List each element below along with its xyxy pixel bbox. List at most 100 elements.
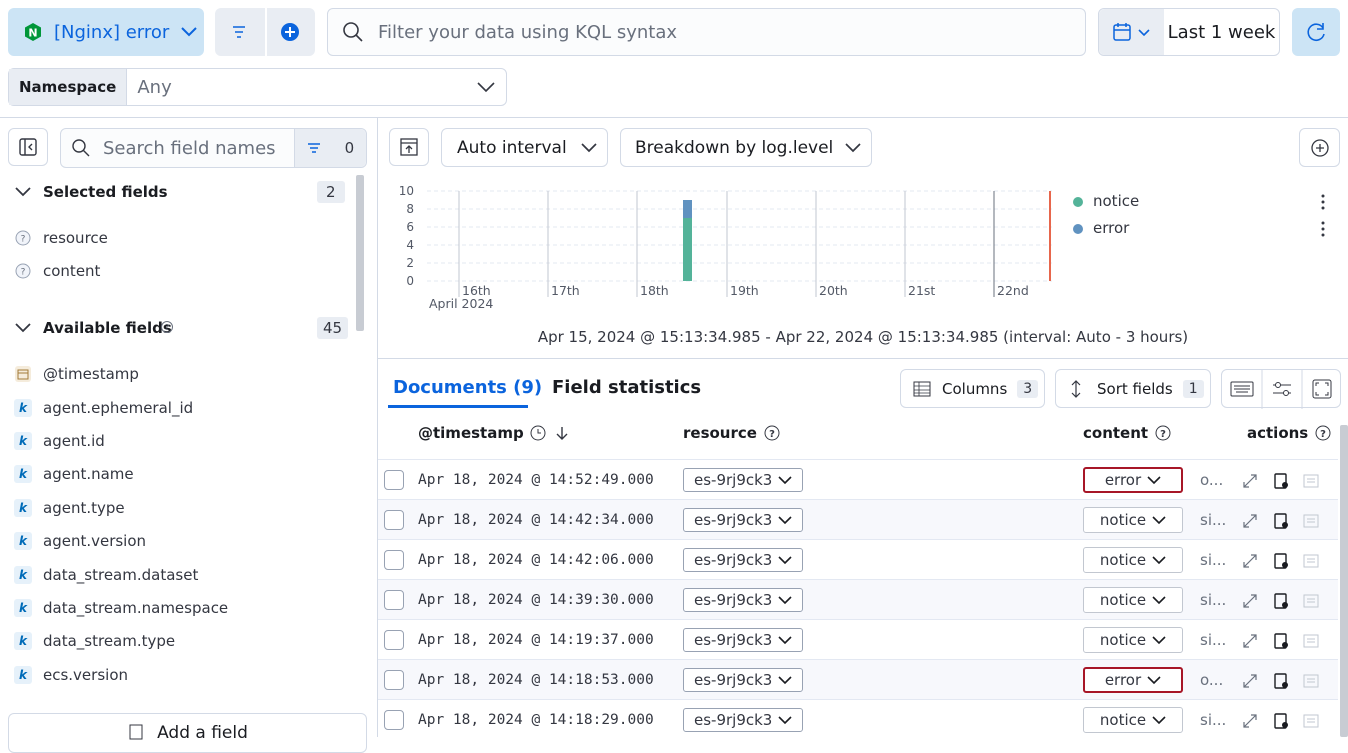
x-tick-label: 16th [462, 283, 491, 298]
row-actions[interactable] [1242, 671, 1322, 691]
timestamp-cell: Apr 18, 2024 @ 14:52:49.000 [418, 472, 654, 488]
timestamp-cell: Apr 18, 2024 @ 14:42:34.000 [418, 512, 654, 528]
level-badge[interactable]: notice [1083, 627, 1183, 653]
field-name: data_stream.dataset [43, 565, 199, 584]
refresh-button[interactable] [1292, 8, 1340, 56]
resource-value: es-9rj9ck3 [694, 711, 773, 729]
column-title: @timestamp [418, 424, 524, 442]
interval-select[interactable]: Auto interval [441, 128, 608, 167]
field-item[interactable]: k ecs.version [14, 665, 128, 685]
row-actions[interactable] [1242, 711, 1322, 731]
field-item[interactable]: k agent.type [14, 498, 125, 518]
resource-badge[interactable]: es-9rj9ck3 [683, 508, 803, 532]
legend-label: notice [1093, 192, 1139, 210]
available-fields-title[interactable]: Available fields [43, 319, 172, 337]
field-item[interactable]: k agent.ephemeral_id [14, 398, 193, 418]
breakdown-select[interactable]: Breakdown by log.level [620, 128, 872, 167]
field-search[interactable]: Search field names 0 [60, 128, 367, 168]
message-snippet: o... [1200, 471, 1224, 489]
query-input[interactable]: Filter your data using KQL syntax [327, 8, 1086, 56]
sort-label: Sort fields [1097, 379, 1173, 398]
columns-count: 3 [1017, 379, 1039, 398]
filter-buttons [215, 8, 315, 56]
resource-badge[interactable]: es-9rj9ck3 [683, 668, 803, 692]
namespace-value: Any [137, 76, 172, 98]
field-item[interactable]: k data_stream.type [14, 631, 175, 651]
level-badge[interactable]: notice [1083, 587, 1183, 613]
time-range: Last 1 week [1167, 21, 1276, 43]
field-type-icon: k [14, 598, 32, 617]
y-tick-label: 4 [406, 238, 414, 252]
row-checkbox[interactable] [384, 510, 404, 530]
field-type-icon: k [14, 532, 32, 551]
selected-fields-title[interactable]: Selected fields [43, 183, 168, 201]
collapse-sidebar[interactable] [8, 128, 48, 166]
interval-label: Auto interval [457, 137, 567, 158]
row-actions[interactable] [1242, 591, 1322, 611]
resource-badge[interactable]: es-9rj9ck3 [683, 628, 803, 652]
field-name: resource [43, 229, 108, 247]
resource-badge[interactable]: es-9rj9ck3 [683, 588, 803, 612]
column-header[interactable]: resource? [683, 424, 781, 442]
divider [378, 358, 1348, 359]
info-icon: ? [161, 321, 173, 333]
field-type-icon: k [14, 431, 32, 450]
level-badge[interactable]: notice [1083, 507, 1183, 533]
row-checkbox[interactable] [384, 710, 404, 730]
level-badge[interactable]: error [1083, 667, 1183, 693]
row-actions[interactable] [1242, 551, 1322, 571]
level-badge[interactable]: notice [1083, 547, 1183, 573]
resource-badge[interactable]: es-9rj9ck3 [683, 548, 803, 572]
column-header[interactable]: actions? [1247, 424, 1332, 442]
columns-button[interactable]: Columns 3 [900, 369, 1045, 408]
level-badge[interactable]: error [1083, 467, 1183, 493]
resource-value: es-9rj9ck3 [694, 591, 773, 609]
scrollbar [356, 175, 364, 331]
row-actions[interactable] [1242, 631, 1322, 651]
y-tick-label: 10 [399, 184, 414, 198]
chart-options[interactable] [1299, 128, 1340, 167]
row-checkbox[interactable] [384, 470, 404, 490]
field-item[interactable]: ? content [14, 261, 100, 281]
column-title: actions [1247, 424, 1309, 442]
row-checkbox[interactable] [384, 670, 404, 690]
add-field-button[interactable]: Add a field [8, 713, 367, 753]
field-name: agent.name [43, 465, 134, 484]
svg-text:?: ? [21, 268, 26, 278]
divider [0, 117, 1348, 118]
field-item[interactable]: @timestamp [14, 364, 139, 384]
resource-badge[interactable]: es-9rj9ck3 [683, 708, 803, 732]
column-header[interactable]: content? [1083, 424, 1172, 442]
field-item[interactable]: k agent.name [14, 464, 134, 484]
grid-controls[interactable] [1221, 369, 1341, 409]
field-item[interactable]: k data_stream.dataset [14, 565, 198, 585]
namespace-control[interactable]: Namespace Any [8, 68, 507, 106]
data-view-picker[interactable]: N [Nginx] error [8, 8, 204, 56]
sort-button[interactable]: Sort fields 1 [1055, 369, 1211, 408]
row-actions[interactable] [1242, 471, 1322, 491]
field-statistics-tab[interactable]: Field statistics [552, 377, 702, 398]
field-item[interactable]: ? resource [14, 228, 108, 248]
field-item[interactable]: k data_stream.namespace [14, 598, 228, 618]
timestamp-cell: Apr 18, 2024 @ 14:18:53.000 [418, 672, 654, 688]
field-item[interactable]: k agent.version [14, 531, 146, 551]
level-badge[interactable]: notice [1083, 707, 1183, 733]
column-header[interactable]: @timestamp [418, 424, 570, 442]
table-row: Apr 18, 2024 @ 14:19:37.000 es-9rj9ck3 not… [378, 619, 1338, 660]
svg-text:?: ? [1160, 429, 1166, 440]
date-picker[interactable]: Last 1 week [1098, 8, 1280, 56]
row-checkbox[interactable] [384, 550, 404, 570]
resource-badge[interactable]: es-9rj9ck3 [683, 468, 803, 492]
histogram: 0 2 4 6 8 10 16th 17th 18th 19th 20th 21st 22nd April… [399, 184, 1325, 311]
row-checkbox[interactable] [384, 630, 404, 650]
field-name: @timestamp [43, 365, 139, 383]
field-name: content [43, 262, 101, 280]
level-value: error [1104, 471, 1142, 489]
field-item[interactable]: k agent.id [14, 431, 105, 451]
row-actions[interactable] [1242, 511, 1322, 531]
documents-tab[interactable]: Documents (9) [393, 377, 543, 398]
field-name: agent.id [43, 431, 105, 450]
toggle-chart[interactable] [389, 128, 429, 166]
sort-count: 1 [1182, 379, 1204, 398]
row-checkbox[interactable] [384, 590, 404, 610]
